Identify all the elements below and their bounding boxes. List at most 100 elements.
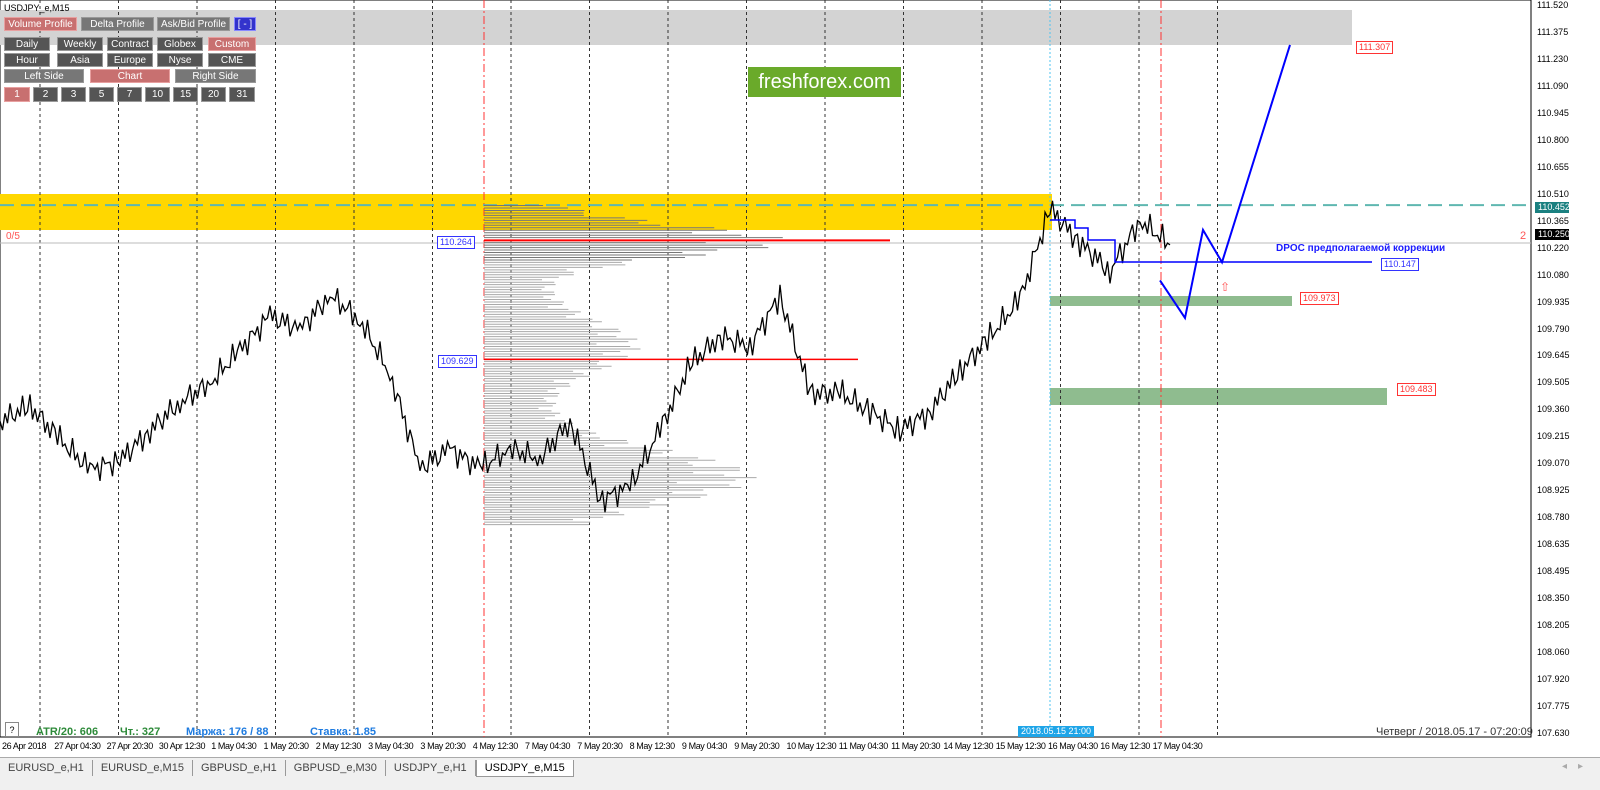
time-tick-label: 1 May 04:30 <box>211 741 257 751</box>
up-arrow-icon: ⇧ <box>1220 280 1231 294</box>
panel-button-chart[interactable]: Chart <box>90 69 170 83</box>
time-cursor-label: 2018.05.15 21:00 <box>1018 726 1095 737</box>
price-tick-label: 110.945 <box>1537 107 1569 118</box>
price-tick-label: 110.365 <box>1537 215 1569 226</box>
panel-button-weekly[interactable]: Weekly <box>57 37 103 51</box>
level-label-110147: 110.147 <box>1381 258 1419 271</box>
watermark-logo: freshforex.com <box>748 67 901 97</box>
price-tick-label: 107.630 <box>1537 727 1570 738</box>
price-tick-label: 111.520 <box>1537 0 1569 10</box>
support-zone-2 <box>1050 388 1387 405</box>
chart-tab[interactable]: EURUSD_e,M15 <box>93 760 193 776</box>
price-tick-label: 108.925 <box>1537 485 1570 496</box>
price-tick-label: 110.080 <box>1537 269 1569 280</box>
price-tick-label: 107.775 <box>1537 700 1570 711</box>
dpoc-line <box>1050 219 1372 263</box>
time-tick-label: 4 May 12:30 <box>472 741 519 751</box>
price-tick-label: 109.360 <box>1537 404 1570 415</box>
price-tick-label: 109.505 <box>1537 377 1570 388</box>
price-tick-label: 111.230 <box>1537 53 1569 64</box>
panel-button-cme[interactable]: CME <box>208 53 256 67</box>
level-label-109973: 109.973 <box>1300 292 1339 305</box>
panel-button-asia[interactable]: Asia <box>57 53 103 67</box>
panel-button-3[interactable]: 3 <box>61 87 86 102</box>
panel-button-contract[interactable]: Contract <box>107 37 153 51</box>
price-tick-label: 109.645 <box>1537 350 1570 361</box>
panel-button-right-side[interactable]: Right Side <box>175 69 256 83</box>
time-tick-label: 11 May 20:30 <box>891 741 941 751</box>
chart-tab[interactable]: GBPUSD_e,M30 <box>286 760 386 776</box>
price-tick-label: 108.060 <box>1537 647 1570 658</box>
margin-readout: Маржа: 176 / 88 <box>186 726 269 738</box>
chart-tab[interactable]: USDJPY_e,M15 <box>475 760 574 777</box>
support-zone-1 <box>1050 296 1292 306</box>
panel-button-20[interactable]: 20 <box>201 87 226 102</box>
price-tick-label: 108.780 <box>1537 512 1570 523</box>
time-tick-label: 2 May 12:30 <box>315 741 362 751</box>
chart-canvas <box>0 0 1532 738</box>
panel-button-1[interactable]: 1 <box>4 87 30 102</box>
server-datetime: Четверг / 2018.05.17 - 07:20:09 <box>1376 726 1533 738</box>
level-label-109629: 109.629 <box>438 355 477 368</box>
price-tick-label: 107.920 <box>1537 674 1570 684</box>
level-label-111307: 111.307 <box>1356 41 1394 54</box>
price-tick-label: 110.655 <box>1537 161 1569 172</box>
price-tick-label: 111.375 <box>1537 26 1569 37</box>
time-tick-label: 30 Apr 12:30 <box>158 741 206 751</box>
time-tick-label: 8 May 12:30 <box>629 741 676 751</box>
bid-price-tag: 110.452 <box>1535 202 1570 213</box>
chart-tabs: EURUSD_e,H1 EURUSD_e,M15 GBPUSD_e,H1 GBPUSD… <box>0 757 1600 790</box>
level-label-110264: 110.264 <box>437 236 475 249</box>
price-chart[interactable] <box>0 0 1600 752</box>
scroll-right-icon[interactable]: ▸ <box>1578 761 1584 772</box>
panel-button-2[interactable]: 2 <box>33 87 58 102</box>
time-tick-label: 14 May 12:30 <box>943 741 994 751</box>
corner-right-label: 2 <box>1520 230 1527 242</box>
panel-button-globex[interactable]: Globex <box>157 37 203 51</box>
help-button[interactable]: ? <box>5 722 19 737</box>
panel-button-ask-bid-profile[interactable]: Ask/Bid Profile <box>157 17 230 31</box>
rate-readout: Ставка: 1.85 <box>310 726 376 738</box>
price-tick-label: 110.220 <box>1537 242 1569 253</box>
panel-button-custom[interactable]: Custom <box>208 37 256 51</box>
price-line <box>0 200 1171 513</box>
panel-button-15[interactable]: 15 <box>173 87 198 102</box>
time-tick-label: 9 May 20:30 <box>734 741 780 751</box>
price-tick-label: 110.800 <box>1537 134 1569 145</box>
atr-readout: ATR/20: 606 <box>36 726 99 738</box>
time-tick-label: 16 May 12:30 <box>1100 741 1151 751</box>
panel-button-hour[interactable]: Hour <box>4 53 50 67</box>
supply-zone <box>0 194 1052 230</box>
price-tick-label: 110.510 <box>1537 188 1569 199</box>
ticks-readout: Чт.: 327 <box>120 726 161 738</box>
last-price-tag: 110.250 <box>1535 229 1570 240</box>
price-tick-label: 108.205 <box>1537 620 1570 631</box>
panel-button-10[interactable]: 10 <box>145 87 170 102</box>
panel-button-5[interactable]: 5 <box>89 87 114 102</box>
projection-path <box>1159 44 1291 321</box>
panel-button-left-side[interactable]: Left Side <box>4 69 84 83</box>
chart-tab[interactable]: GBPUSD_e,H1 <box>193 760 286 776</box>
panel-button-daily[interactable]: Daily <box>4 37 50 51</box>
time-tick-label: 10 May 12:30 <box>786 741 837 751</box>
panel-button-31[interactable]: 31 <box>229 87 255 102</box>
panel-button-7[interactable]: 7 <box>117 87 142 102</box>
panel-button-volume-profile[interactable]: Volume Profile <box>4 17 77 31</box>
time-tick-label: 11 May 04:30 <box>838 741 888 751</box>
scroll-left-icon[interactable]: ◂ <box>1562 761 1568 772</box>
chart-tab[interactable]: USDJPY_e,H1 <box>386 760 476 776</box>
panel-button-collapse[interactable]: [ - ] <box>234 17 256 31</box>
time-tick-label: 16 May 04:30 <box>1048 741 1098 751</box>
price-tick-label: 109.070 <box>1537 458 1570 469</box>
time-tick-label: 27 Apr 04:30 <box>54 741 101 751</box>
level-label-109483: 109.483 <box>1397 383 1436 396</box>
panel-button-nyse[interactable]: Nyse <box>157 53 203 67</box>
chart-tab[interactable]: EURUSD_e,H1 <box>0 760 93 776</box>
time-tick-label: 3 May 20:30 <box>420 741 466 751</box>
price-tick-label: 108.495 <box>1537 566 1570 577</box>
panel-button-europe[interactable]: Europe <box>107 53 153 67</box>
price-tick-label: 109.790 <box>1537 323 1570 334</box>
panel-button-delta-profile[interactable]: Delta Profile <box>81 17 154 31</box>
price-tick-label: 108.635 <box>1537 539 1570 550</box>
price-tick-label: 109.935 <box>1537 296 1570 307</box>
